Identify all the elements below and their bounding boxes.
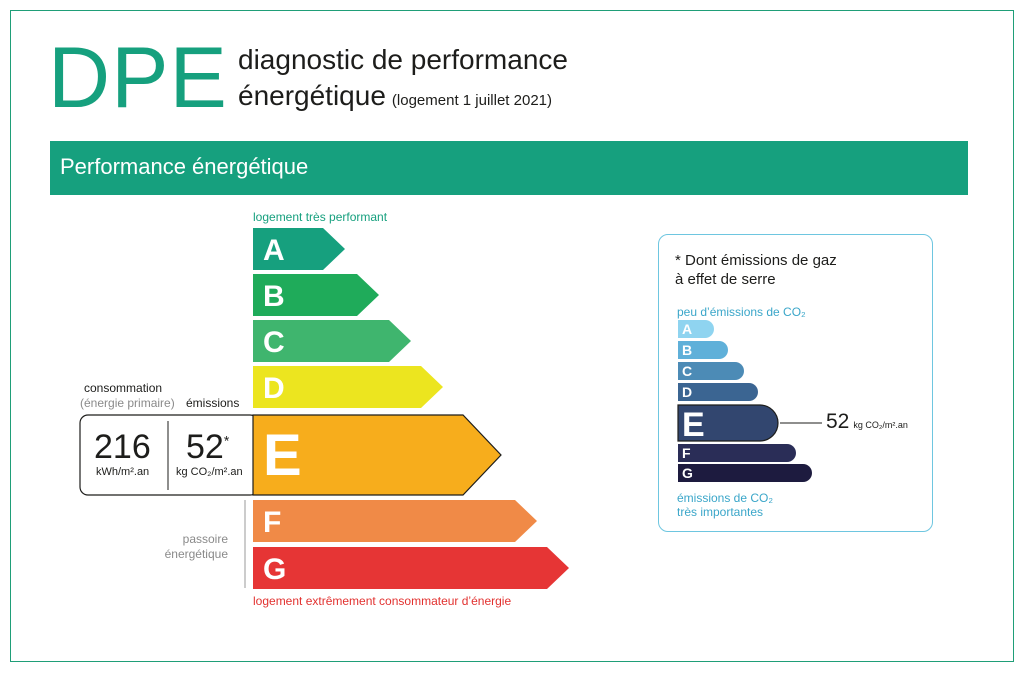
energy-bar-b bbox=[253, 274, 379, 316]
scale-bottom-caption: logement extrêmement consommateur d’éner… bbox=[253, 594, 512, 608]
emissions-value: 52* bbox=[186, 428, 229, 467]
emissions-star: * bbox=[223, 432, 230, 449]
energy-bar-f bbox=[253, 500, 537, 542]
energy-letter-g: G bbox=[263, 553, 286, 586]
dpe-logo: DPE bbox=[48, 30, 228, 126]
scale-top-caption: logement très performant bbox=[253, 210, 388, 224]
energy-letter-e: E bbox=[263, 423, 302, 488]
ghg-bar-b bbox=[678, 341, 728, 359]
energy-letter-a: A bbox=[263, 234, 285, 267]
consumption-label: consommation bbox=[84, 381, 163, 395]
emissions-label: émissions bbox=[186, 396, 240, 410]
energy-letter-d: D bbox=[263, 372, 285, 405]
ghg-bar-c bbox=[678, 362, 744, 380]
ghg-letter-b: B bbox=[682, 342, 692, 358]
ghg-letter-g: G bbox=[682, 465, 693, 481]
energy-bar-a bbox=[253, 228, 345, 270]
energy-letter-c: C bbox=[263, 326, 285, 359]
ghg-value-unit: kg CO₂/m².an bbox=[853, 420, 908, 430]
ghg-letter-f: F bbox=[682, 445, 691, 461]
ghg-bottom-caption-2: très importantes bbox=[677, 505, 764, 519]
consumption-value: 216 bbox=[94, 428, 151, 466]
emissions-unit: kg CO₂/m².an bbox=[176, 466, 243, 478]
ghg-bottom-caption-1: émissions de CO₂ bbox=[677, 491, 774, 505]
energy-bar-e bbox=[252, 414, 502, 496]
ghg-bar-a bbox=[678, 320, 714, 338]
title-note: (logement 1 juillet 2021) bbox=[391, 92, 552, 109]
ghg-letter-d: D bbox=[682, 384, 692, 400]
ghg-letter-c: C bbox=[682, 363, 692, 379]
ghg-top-caption: peu d’émissions de CO₂ bbox=[677, 305, 806, 319]
consumption-sublabel: (énergie primaire) bbox=[80, 396, 175, 410]
passoire-line-2: énergétique bbox=[164, 547, 228, 561]
energy-bar-c bbox=[253, 320, 411, 362]
energy-bar-g bbox=[253, 547, 569, 589]
energy-bar-d bbox=[253, 366, 443, 408]
ghg-letter-e: E bbox=[682, 406, 705, 444]
ghg-value-number: 52 bbox=[826, 410, 850, 433]
energy-letter-f: F bbox=[263, 506, 281, 539]
title-line-2: énergétique (logement 1 juillet 2021) bbox=[238, 80, 552, 117]
emissions-number: 52 bbox=[186, 428, 224, 466]
ghg-bar-d bbox=[678, 383, 758, 401]
certificate-frame bbox=[10, 10, 1014, 662]
title-line-2-text: énergétique bbox=[238, 80, 386, 111]
consumption-unit: kWh/m².an bbox=[96, 466, 150, 478]
ghg-bar-f bbox=[678, 444, 796, 462]
title-line-1: diagnostic de performance bbox=[238, 44, 568, 75]
ghg-letter-a: A bbox=[682, 321, 692, 337]
section-title: Performance énergétique bbox=[60, 154, 309, 179]
ghg-value: 52 kg CO₂/m².an bbox=[826, 410, 908, 434]
passoire-line-1: passoire bbox=[182, 532, 228, 546]
ghg-bar-e bbox=[677, 404, 779, 442]
section-band: Performance énergétique bbox=[50, 141, 968, 195]
energy-letter-b: B bbox=[263, 280, 285, 313]
ghg-bar-g bbox=[678, 464, 812, 482]
ghg-title-line-2: à effet de serre bbox=[675, 271, 776, 288]
ghg-panel: * Dont émissions de gaz à effet de serre… bbox=[658, 234, 933, 532]
ghg-title-line-1: * Dont émissions de gaz bbox=[675, 252, 837, 269]
